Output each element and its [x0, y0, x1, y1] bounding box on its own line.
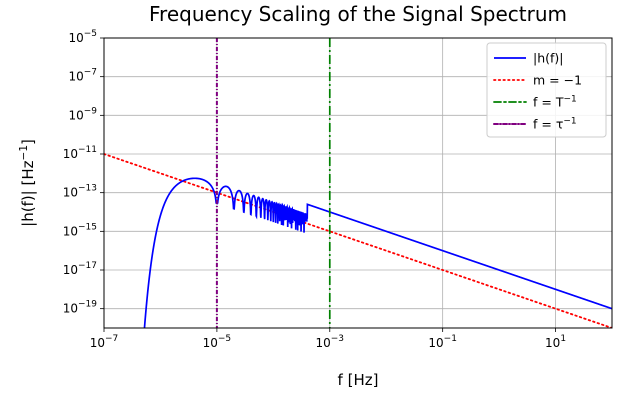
series-m-line — [104, 153, 612, 328]
legend-entry-tau-label: f = τ−1 — [533, 117, 577, 132]
legend-entry-T-label: f = T−1 — [533, 95, 577, 110]
legend-box — [486, 42, 607, 138]
x-tick-label: 10−1 — [428, 334, 457, 350]
y-tick-label: 10−17 — [63, 261, 97, 277]
x-tick-label: 10−7 — [90, 334, 119, 350]
plot-frame — [103, 37, 613, 329]
legend-entry-m-label: m = −1 — [533, 73, 582, 88]
legend: |h(f)| m = −1 f = T−1 f = τ−1 — [486, 42, 607, 138]
x-axis-label: f [Hz] — [338, 371, 379, 389]
series-layer — [104, 38, 612, 328]
y-axis: 10−5 10−7 10−9 10−11 10−13 10−15 10−17 10−19 — [63, 29, 104, 316]
y-tick-label: 10−13 — [63, 184, 97, 200]
x-axis: 10−7 10−5 10−3 10−1 101 — [90, 328, 566, 350]
x-tick-label: 10−5 — [203, 334, 232, 350]
y-tick-label: 10−19 — [63, 300, 98, 316]
legend-entry-h-label: |h(f)| — [533, 51, 564, 66]
chart-title: Frequency Scaling of the Signal Spectrum — [149, 2, 567, 26]
x-tick-label: 101 — [545, 334, 566, 350]
x-tick-label: 10−3 — [315, 334, 344, 350]
y-axis-label: |h(f)| [Hz−1] — [18, 139, 37, 227]
series-h-line — [143, 177, 612, 328]
y-tick-label: 10−5 — [68, 29, 97, 45]
y-tick-label: 10−7 — [68, 68, 97, 84]
y-tick-label: 10−11 — [63, 145, 97, 161]
y-tick-label: 10−15 — [63, 222, 97, 238]
y-tick-label: 10−9 — [68, 106, 97, 122]
